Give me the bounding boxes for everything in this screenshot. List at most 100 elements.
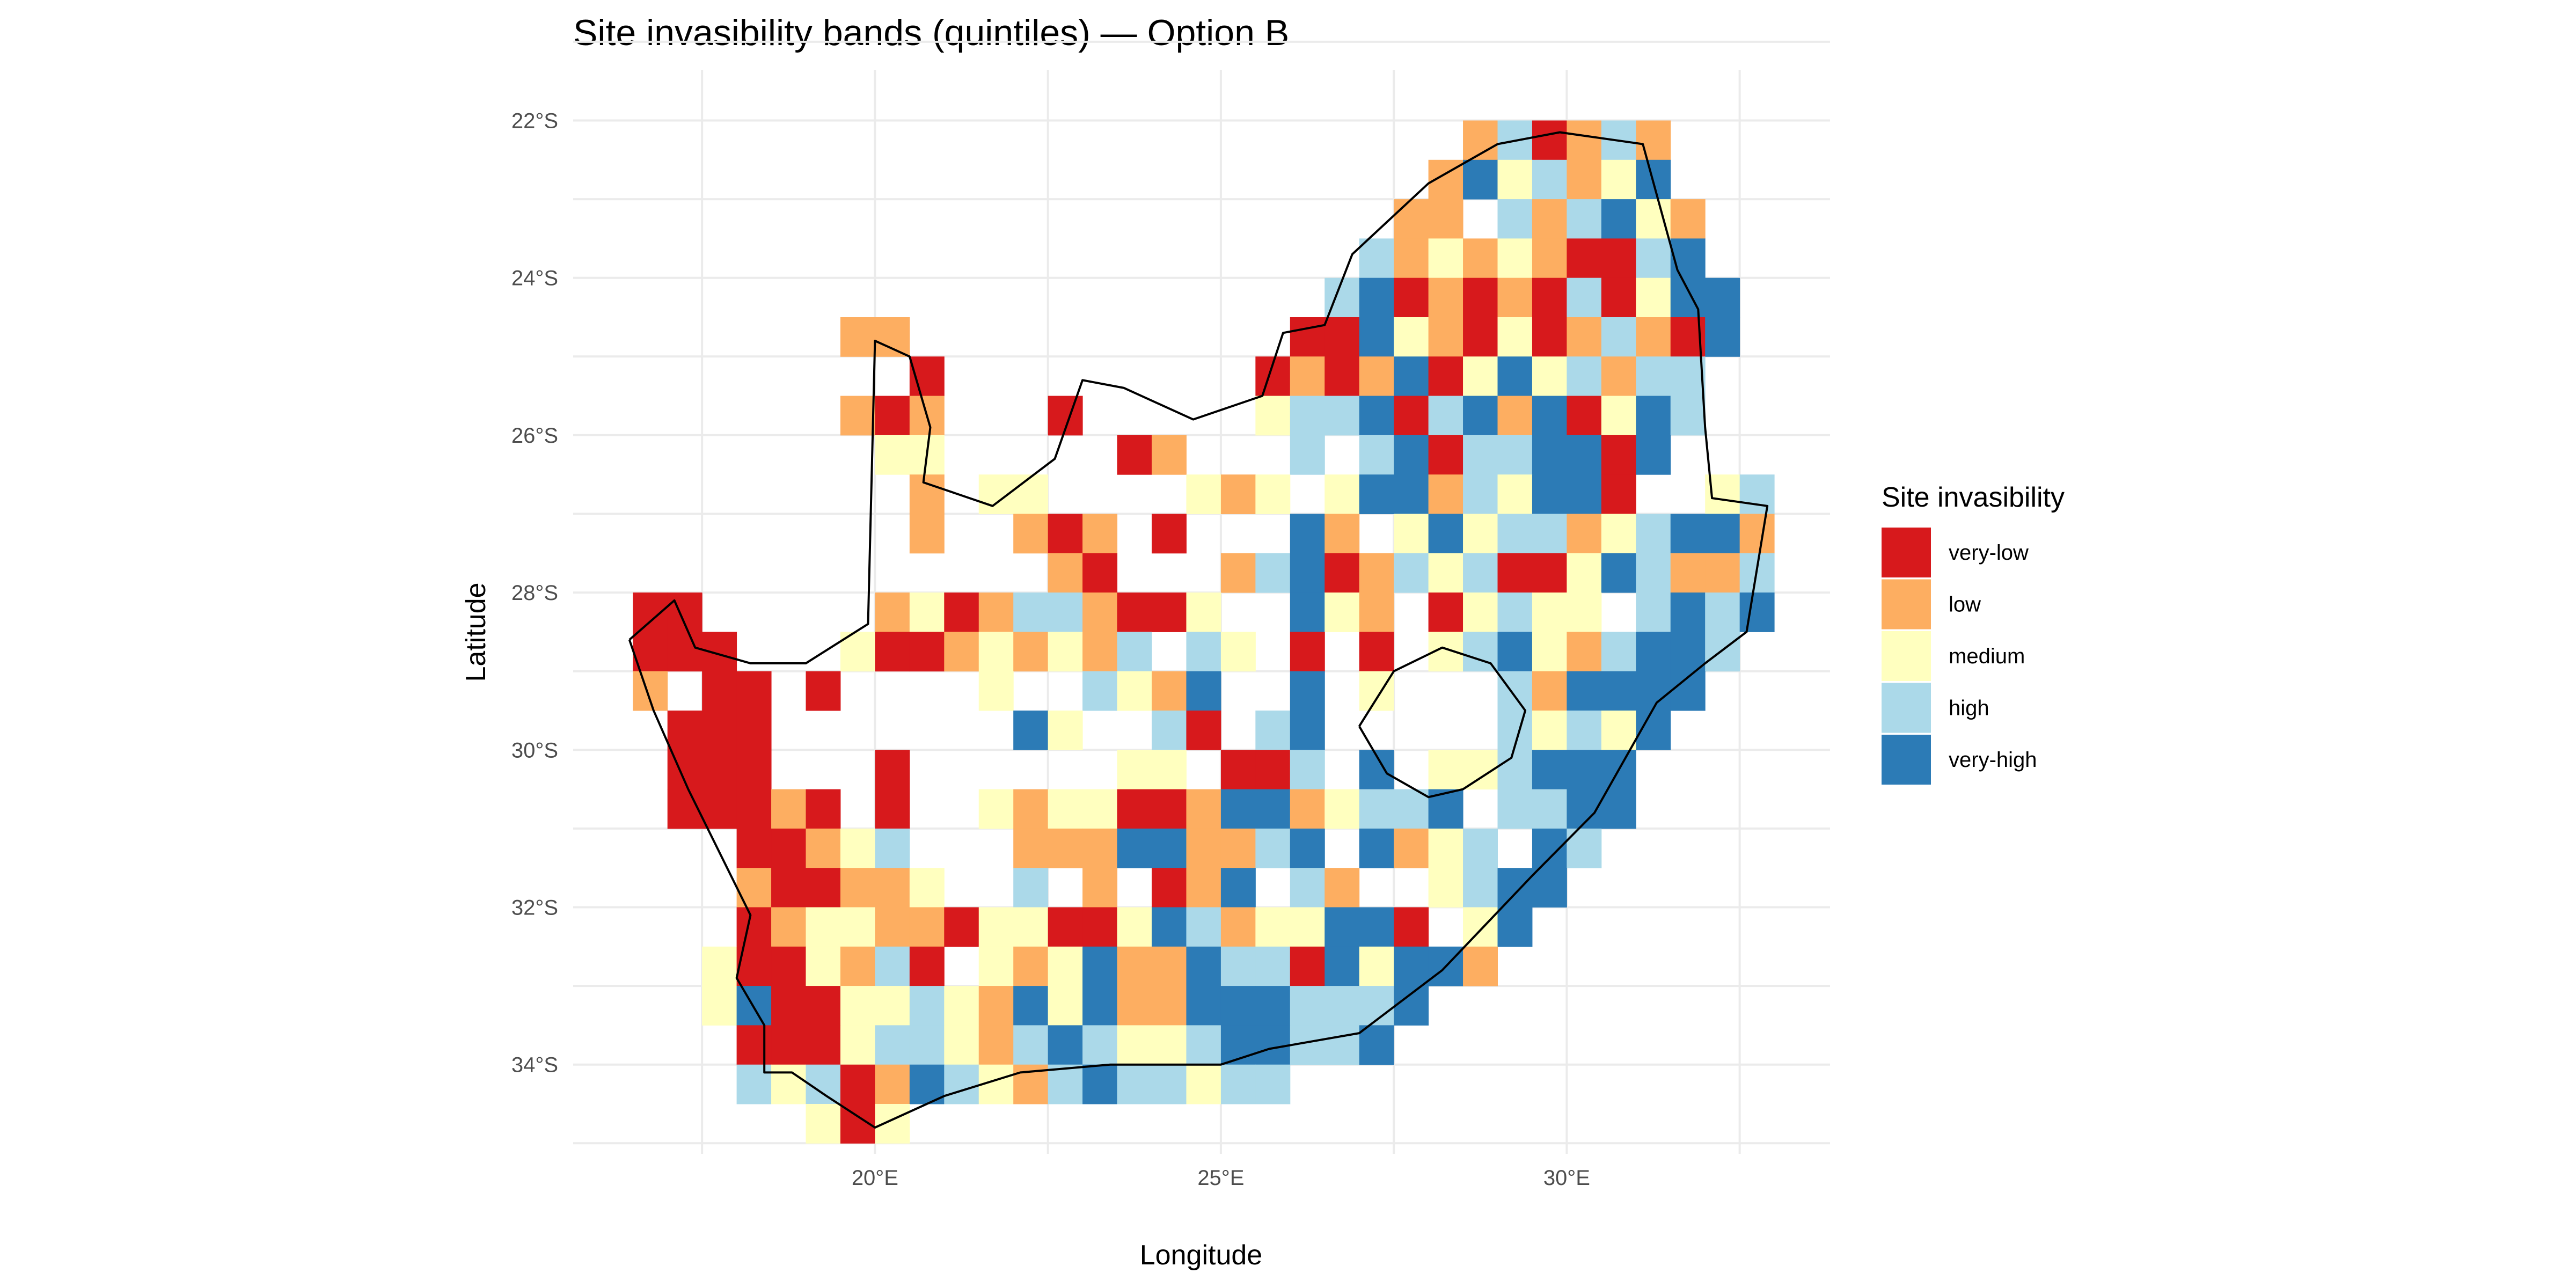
cell-very-low [1290,946,1325,986]
country-outline [628,131,1769,1129]
cell-very-high [1532,828,1567,868]
cell-low [1567,514,1602,554]
cell-low [1013,828,1049,868]
cell-low [875,868,910,908]
cell-medium [1255,907,1291,947]
cell-high [1636,514,1671,554]
cell-medium [1601,711,1636,750]
cell-very-low [909,632,945,672]
cell-very-high [1255,789,1291,829]
cell-medium [1497,317,1533,357]
cell-very-high [1670,514,1706,554]
cell-high [1463,435,1498,475]
cell-low [978,986,1014,1026]
cell-medium [1152,750,1187,790]
cell-very-low [702,750,737,790]
cell-high [1567,199,1602,239]
cell-low [1670,199,1706,239]
x-tick-label: 30°E [1543,1166,1590,1190]
cell-very-low [1428,435,1463,475]
cell-very-low [1601,474,1636,514]
lesotho-border [1358,646,1527,799]
cell-high [1048,1064,1083,1104]
cell-medium [806,946,841,986]
legend-key-medium [1882,631,1931,681]
cell-high [1048,592,1083,632]
cell-low [840,317,875,357]
legend-key-very-high [1882,735,1931,785]
cell-medium [1601,396,1636,436]
cell-high [1013,592,1049,632]
cell-low [1290,356,1325,397]
cell-very-low [875,789,910,829]
cell-very-high [1394,986,1429,1026]
cell-low [944,632,979,672]
legend-key-high [1882,683,1931,733]
cell-very-high [1359,277,1394,318]
cell-medium [1463,907,1498,947]
y-tick-label: 24°S [511,267,558,290]
cell-low [1324,868,1360,908]
legend-title: Site invasibility [1882,482,2065,513]
cell-very-low [1359,632,1394,672]
cell-very-low [806,671,841,711]
y-tick-label: 26°S [511,424,558,448]
cell-medium [978,789,1014,829]
cell-low [1048,828,1083,868]
cell-very-high [1290,671,1325,711]
cell-medium [875,435,910,475]
cell-very-high [1290,553,1325,593]
cell-medium [1220,632,1256,672]
cell-high [1739,474,1775,514]
cell-low [736,868,772,908]
cell-low [1186,828,1221,868]
cell-very-low [1082,553,1118,593]
legend-key-low [1882,579,1931,630]
cell-high [1636,592,1671,632]
cell-high [1497,592,1533,632]
cell-very-low [1394,277,1429,318]
cell-very-high [1359,907,1394,947]
cell-medium [978,907,1014,947]
cell-low [1636,120,1671,160]
legend-label: low [1949,593,1981,617]
cell-very-high [1705,317,1740,357]
cell-medium [1117,907,1152,947]
cell-high [1463,828,1498,868]
cell-very-high [1290,592,1325,632]
cell-medium [909,592,945,632]
x-tick-label: 25°E [1197,1166,1244,1190]
cell-very-high [1186,671,1221,711]
cell-very-high [1636,632,1671,672]
cell-very-high [1670,277,1706,318]
cell-high [1497,750,1533,790]
cell-high [1290,396,1325,436]
cell-medium [875,986,910,1026]
cell-low [1428,474,1463,514]
cell-low [1152,671,1187,711]
cell-medium [1567,592,1602,632]
cell-very-high [1255,986,1291,1026]
cell-medium [1324,474,1360,514]
cell-low [1567,632,1602,672]
cell-low [806,828,841,868]
cell-very-high [1048,1025,1083,1065]
cell-very-high [1359,1025,1394,1065]
cell-medium [1636,277,1671,318]
cell-high [1567,711,1602,750]
cell-medium [1428,750,1463,790]
cell-very-low [806,868,841,908]
cell-low [1220,553,1256,593]
cell-very-high [1532,396,1567,436]
cell-very-high [1290,514,1325,554]
cell-low [1428,277,1463,318]
cell-medium [702,946,737,986]
cell-very-high [1705,514,1740,554]
cell-medium [1048,986,1083,1026]
cell-very-high [1705,277,1740,318]
x-tick-label: 20°E [852,1166,898,1190]
cell-low [1532,238,1567,279]
cell-high [1186,907,1221,947]
cell-low [1186,789,1221,829]
cell-medium [1394,514,1429,554]
